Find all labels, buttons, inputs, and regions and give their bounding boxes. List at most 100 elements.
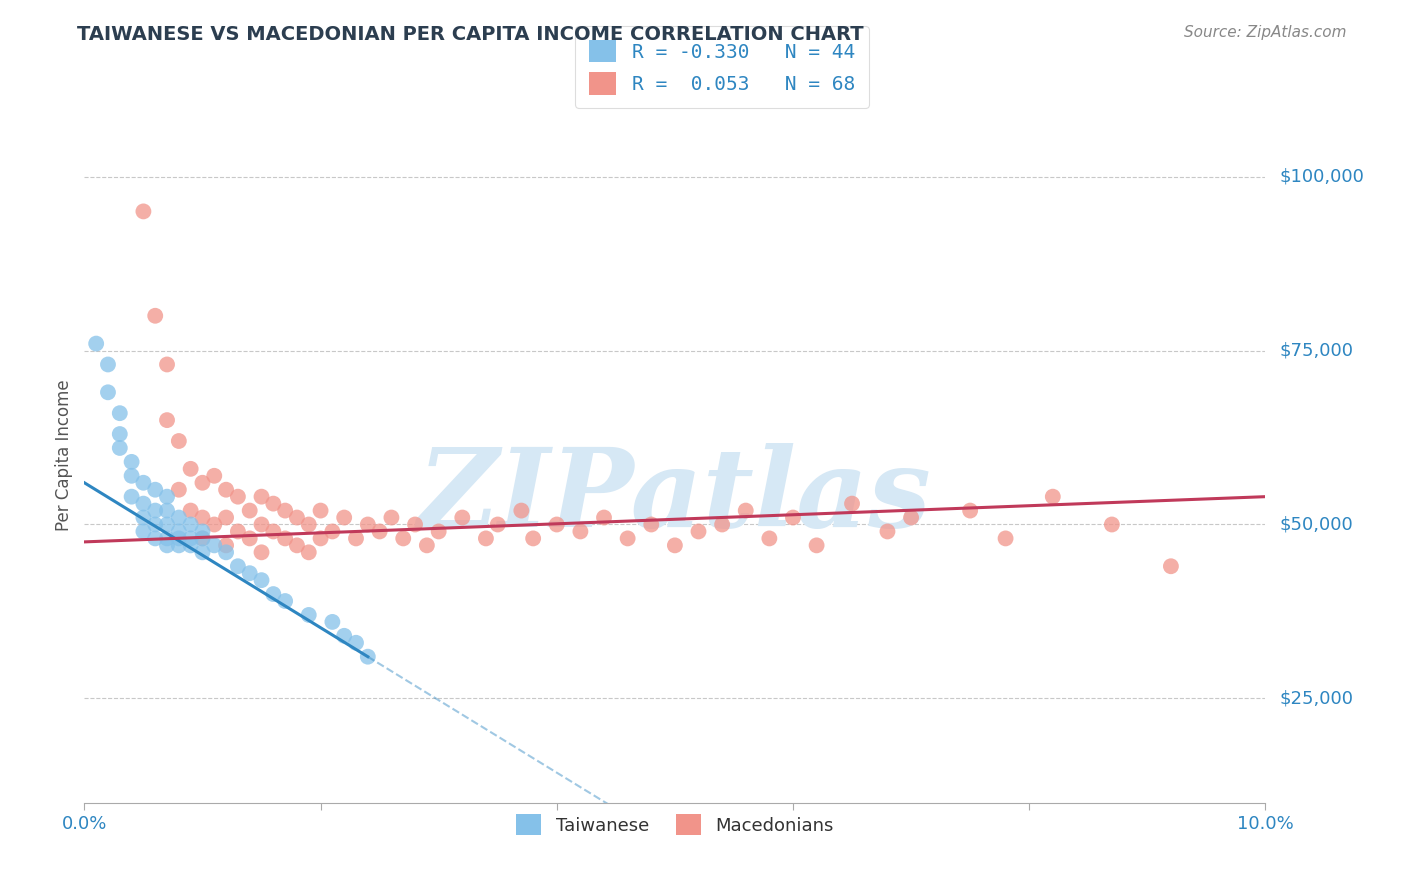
- Point: [84, 336, 107, 351]
- Point: [357, 649, 380, 664]
- Point: [143, 309, 166, 323]
- Point: [143, 503, 166, 517]
- Point: [309, 503, 332, 517]
- Point: [167, 434, 190, 448]
- Point: [959, 503, 981, 517]
- Point: [392, 532, 415, 546]
- Point: [368, 524, 391, 539]
- Y-axis label: Per Capita Income: Per Capita Income: [55, 379, 73, 531]
- Point: [711, 517, 734, 532]
- Point: [357, 517, 380, 532]
- Point: [876, 524, 898, 539]
- Point: [108, 406, 131, 420]
- Text: $50,000: $50,000: [1279, 516, 1353, 533]
- Point: [510, 503, 533, 517]
- Point: [285, 510, 308, 524]
- Point: [380, 510, 402, 524]
- Point: [167, 538, 190, 552]
- Point: [782, 510, 804, 524]
- Point: [167, 483, 190, 497]
- Text: $75,000: $75,000: [1279, 342, 1354, 359]
- Point: [262, 587, 284, 601]
- Legend: Taiwanese, Macedonians: Taiwanese, Macedonians: [509, 807, 841, 842]
- Point: [132, 475, 155, 490]
- Point: [262, 524, 284, 539]
- Point: [191, 545, 214, 559]
- Point: [191, 510, 214, 524]
- Point: [900, 510, 922, 524]
- Point: [156, 517, 179, 532]
- Point: [806, 538, 828, 552]
- Point: [451, 510, 474, 524]
- Point: [191, 532, 214, 546]
- Point: [121, 455, 143, 469]
- Point: [215, 545, 238, 559]
- Text: Source: ZipAtlas.com: Source: ZipAtlas.com: [1184, 25, 1347, 40]
- Point: [191, 524, 214, 539]
- Point: [226, 524, 249, 539]
- Point: [156, 413, 179, 427]
- Point: [333, 629, 356, 643]
- Point: [180, 517, 202, 532]
- Point: [143, 532, 166, 546]
- Point: [143, 483, 166, 497]
- Point: [156, 490, 179, 504]
- Point: [427, 524, 450, 539]
- Point: [226, 490, 249, 504]
- Point: [262, 497, 284, 511]
- Point: [132, 204, 155, 219]
- Point: [156, 358, 179, 372]
- Point: [226, 559, 249, 574]
- Point: [180, 503, 202, 517]
- Point: [108, 441, 131, 455]
- Point: [640, 517, 662, 532]
- Point: [486, 517, 509, 532]
- Point: [333, 510, 356, 524]
- Point: [215, 538, 238, 552]
- Point: [321, 524, 343, 539]
- Point: [97, 358, 120, 372]
- Point: [156, 532, 179, 546]
- Point: [734, 503, 756, 517]
- Point: [143, 517, 166, 532]
- Text: TAIWANESE VS MACEDONIAN PER CAPITA INCOME CORRELATION CHART: TAIWANESE VS MACEDONIAN PER CAPITA INCOM…: [77, 25, 863, 44]
- Point: [475, 532, 498, 546]
- Point: [239, 532, 262, 546]
- Point: [156, 503, 179, 517]
- Point: [841, 497, 863, 511]
- Point: [569, 524, 592, 539]
- Point: [156, 538, 179, 552]
- Point: [994, 532, 1017, 546]
- Point: [167, 510, 190, 524]
- Point: [1160, 559, 1182, 574]
- Point: [250, 545, 273, 559]
- Point: [1101, 517, 1123, 532]
- Text: $25,000: $25,000: [1279, 690, 1354, 707]
- Point: [688, 524, 710, 539]
- Point: [215, 483, 238, 497]
- Point: [121, 490, 143, 504]
- Point: [344, 532, 367, 546]
- Point: [215, 510, 238, 524]
- Point: [167, 532, 190, 546]
- Text: $100,000: $100,000: [1279, 168, 1364, 186]
- Point: [180, 462, 202, 476]
- Point: [180, 532, 202, 546]
- Point: [250, 517, 273, 532]
- Point: [191, 532, 214, 546]
- Point: [758, 532, 780, 546]
- Point: [239, 503, 262, 517]
- Point: [202, 468, 225, 483]
- Point: [274, 532, 297, 546]
- Point: [97, 385, 120, 400]
- Point: [616, 532, 638, 546]
- Point: [132, 524, 155, 539]
- Point: [274, 594, 297, 608]
- Point: [108, 427, 131, 442]
- Point: [522, 532, 544, 546]
- Point: [298, 607, 321, 622]
- Point: [121, 468, 143, 483]
- Point: [344, 636, 367, 650]
- Point: [167, 524, 190, 539]
- Point: [250, 490, 273, 504]
